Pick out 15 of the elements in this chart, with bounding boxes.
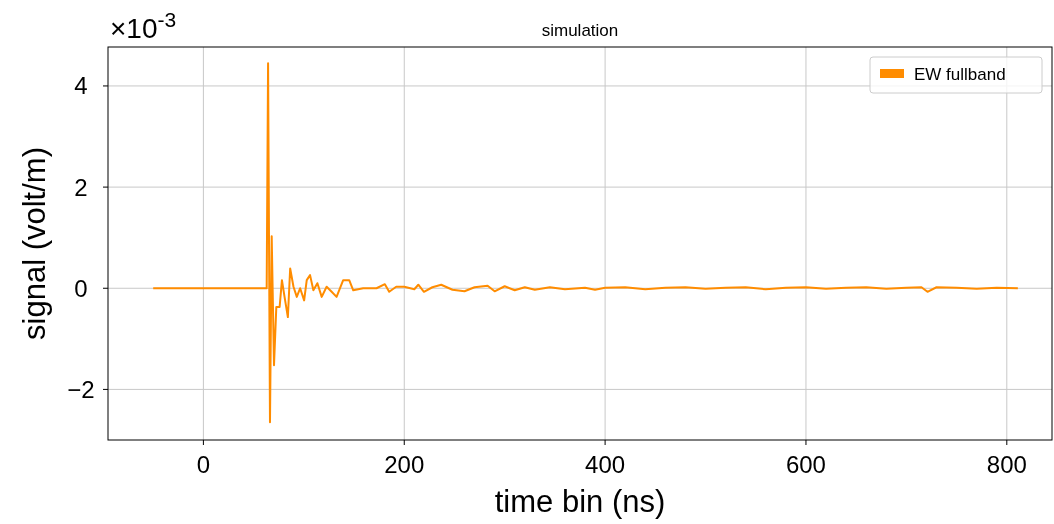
y-tick-label: 2 bbox=[74, 173, 88, 201]
x-tick-label: 0 bbox=[196, 451, 211, 478]
y-tick-label: −2 bbox=[67, 375, 95, 403]
y-tick-label: 4 bbox=[74, 72, 88, 100]
x-tick-label: 400 bbox=[585, 451, 626, 478]
x-tick-label: 800 bbox=[986, 451, 1027, 478]
legend-label: EW fullband bbox=[914, 64, 1006, 84]
line-series bbox=[152, 62, 1019, 424]
text: ×10$^{-3}$ bbox=[110, 7, 177, 44]
y-tick-label: 0 bbox=[74, 274, 88, 302]
x-tick-label: 600 bbox=[785, 451, 826, 478]
x-axis-title: time bin (ns) bbox=[494, 484, 666, 519]
y-axis-title: signal (volt/m) bbox=[17, 147, 52, 340]
chart-title: simulation bbox=[541, 21, 619, 40]
x-tick-label: 200 bbox=[384, 451, 425, 478]
